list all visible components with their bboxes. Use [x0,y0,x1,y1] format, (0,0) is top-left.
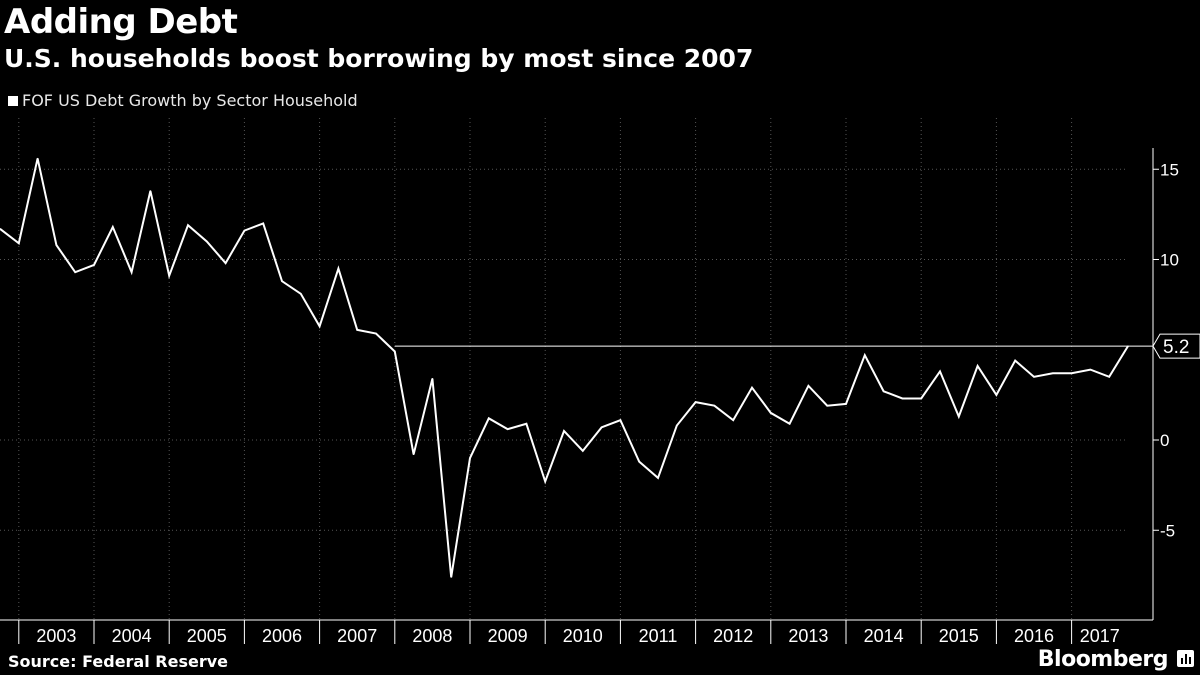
data-point [356,329,358,331]
last-value-label: 5.2 [1163,337,1189,358]
x-tick-label: 2006 [262,626,302,646]
data-point [601,426,603,428]
x-tick-label: 2017 [1080,626,1120,646]
data-point [995,394,998,396]
x-tick-label: 2013 [788,626,828,646]
data-point [394,350,396,353]
data-point [695,401,697,403]
data-point [845,403,847,405]
x-tick-label: 2007 [337,626,377,646]
data-point [1014,359,1016,362]
data-point [657,477,659,479]
y-tick-label: 15 [1160,160,1179,179]
data-point [958,415,960,418]
data-point [883,390,885,392]
x-tick-label: 2010 [563,626,603,646]
data-point [131,271,133,273]
source-note: Source: Federal Reserve [8,652,228,671]
data-point [187,224,189,226]
data-point [0,228,1,230]
x-tick-label: 2015 [939,626,979,646]
data-point [826,405,828,407]
data-point [93,264,95,266]
data-point [225,262,227,264]
data-point [920,397,922,400]
data-point [939,370,941,373]
data-point [770,412,772,414]
data-point [337,267,339,270]
data-point [1071,372,1073,374]
data-point [413,453,415,456]
y-tick-label: 10 [1160,251,1179,270]
chart-subtitle: U.S. households boost borrowing by most … [4,44,754,73]
data-point [55,244,58,246]
data-point [807,385,810,387]
y-tick-label: -5 [1160,521,1175,540]
data-point [469,457,471,459]
data-point [638,461,640,463]
legend: FOF US Debt Growth by Sector Household [8,91,358,110]
data-point [149,190,151,192]
data-point [864,354,866,356]
data-point [751,387,753,389]
x-tick-label: 2014 [864,626,904,646]
data-point [300,293,302,295]
data-point [544,480,546,483]
data-point [168,275,170,277]
data-point [732,419,734,421]
data-point [1033,376,1035,378]
bloomberg-logo: Bloomberg [1037,647,1169,672]
x-tick-label: 2005 [187,626,227,646]
data-point [37,157,39,160]
data-point [74,271,76,273]
data-point [713,405,716,407]
data-point [582,450,584,452]
data-point [431,378,433,380]
last-value-tag [1152,333,1200,359]
data-point [281,280,283,282]
x-tick-label: 2008 [412,626,452,646]
data-point [112,226,114,228]
data-point [789,423,791,425]
data-point [507,428,509,430]
data-point [262,222,264,224]
x-tick-label: 2012 [713,626,753,646]
data-point [18,242,20,244]
chart-title: Adding Debt [4,2,238,42]
x-tick-label: 2003 [36,626,76,646]
data-point [1127,345,1129,347]
legend-swatch-icon [8,95,18,106]
data-point [450,576,452,578]
data-point [525,423,528,425]
y-tick-label: 0 [1160,431,1169,450]
legend-label: FOF US Debt Growth by Sector Household [22,91,358,110]
data-point [676,424,678,427]
data-point [243,230,245,232]
data-point [488,417,490,419]
x-tick-label: 2009 [488,626,528,646]
x-tick-label: 2016 [1014,626,1054,646]
data-point [901,397,904,400]
data-point [206,240,208,243]
x-tick-label: 2004 [112,626,152,646]
data-point [1089,369,1091,371]
x-tick-label: 2011 [639,626,678,646]
data-point [563,430,565,432]
data-point [319,325,321,327]
bloomberg-chart-icon [1177,650,1194,667]
data-point [1052,372,1054,374]
data-point [619,419,622,421]
data-point [375,332,377,335]
data-point [977,365,979,367]
data-point [1108,376,1110,378]
